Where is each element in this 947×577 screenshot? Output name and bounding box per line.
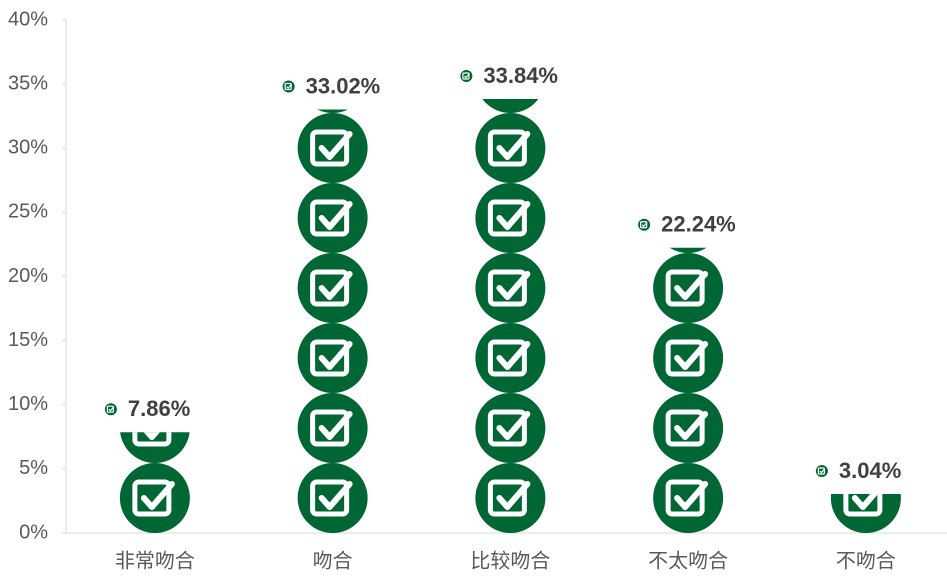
icon xyxy=(298,323,368,393)
icon xyxy=(653,253,723,323)
icon xyxy=(475,323,545,393)
icon xyxy=(298,113,368,183)
x-tick-label: 非常吻合 xyxy=(115,549,195,572)
icon xyxy=(475,113,545,183)
x-tick-label: 不太吻合 xyxy=(648,549,728,572)
y-tick-label: 40% xyxy=(8,8,48,30)
y-tick-label: 25% xyxy=(8,201,48,223)
icon xyxy=(653,393,723,463)
icon xyxy=(120,463,190,533)
icon xyxy=(475,463,545,533)
value-label: 7.86% xyxy=(128,396,190,421)
bar xyxy=(298,43,368,533)
x-tick-label: 比较吻合 xyxy=(470,549,550,572)
y-tick-label: 30% xyxy=(8,137,48,159)
value-label: 33.84% xyxy=(483,63,558,88)
bar xyxy=(475,43,545,533)
icon xyxy=(298,463,368,533)
y-tick-label: 10% xyxy=(8,393,48,415)
label-icon xyxy=(282,79,296,94)
icon xyxy=(475,253,545,323)
value-label: 3.04% xyxy=(839,458,901,483)
y-tick-label: 5% xyxy=(19,457,48,479)
icon xyxy=(298,183,368,253)
icon xyxy=(475,183,545,253)
label-icon xyxy=(815,464,829,478)
icon xyxy=(475,393,545,463)
value-label: 22.24% xyxy=(661,212,736,237)
icon xyxy=(298,393,368,463)
label-icon xyxy=(637,218,651,232)
y-tick-label: 15% xyxy=(8,329,48,351)
label-icon xyxy=(459,69,473,83)
value-label: 33.02% xyxy=(306,73,381,98)
y-tick-label: 0% xyxy=(19,521,48,543)
icon xyxy=(298,253,368,323)
y-tick-label: 35% xyxy=(8,72,48,94)
icon xyxy=(653,323,723,393)
label-icon xyxy=(104,402,118,416)
y-tick-label: 20% xyxy=(8,265,48,287)
x-tick-label: 吻合 xyxy=(313,549,353,572)
x-tick-label: 不吻合 xyxy=(836,549,896,572)
icon xyxy=(653,463,723,533)
